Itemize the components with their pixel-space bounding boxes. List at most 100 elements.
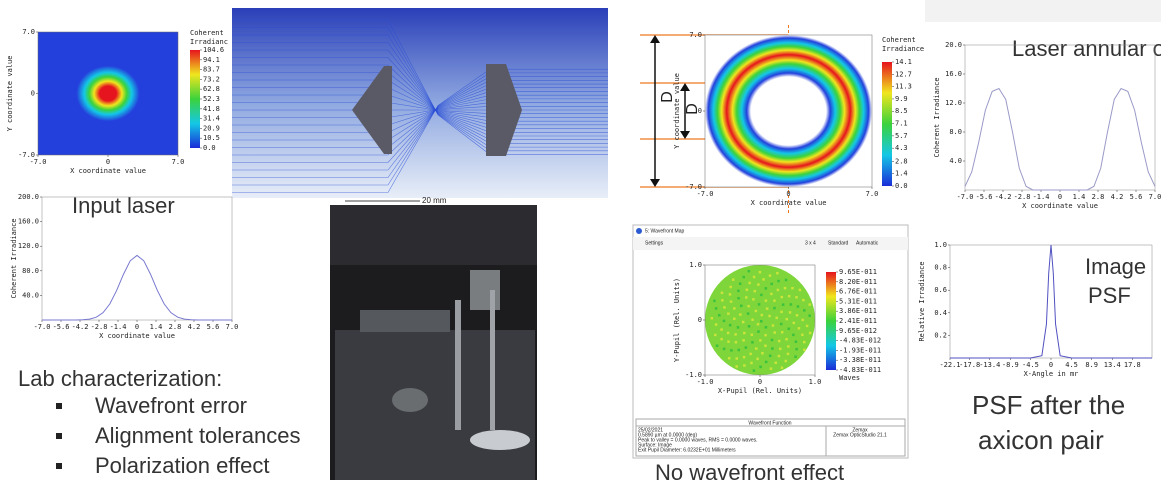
x-tick-label: -2.8	[91, 323, 108, 331]
y-tick-label: -1.0	[685, 371, 702, 379]
caption: Laser annular output	[1012, 36, 1161, 61]
heatmap-cell	[784, 359, 788, 363]
y-tick-label: 0	[698, 316, 702, 324]
heatmap-cell	[747, 325, 751, 328]
heatmap-cell	[721, 299, 724, 302]
footer-line: 25/02/2021	[638, 427, 663, 433]
toolbar-item[interactable]: Standard	[828, 240, 849, 246]
x-axis-label: X-Pupil (Rel. Units)	[718, 387, 802, 395]
window-icon	[636, 228, 642, 234]
heatmap-image	[705, 35, 872, 187]
window-title: 5: Wavefront Map	[645, 228, 684, 234]
window-toolbar	[925, 0, 1161, 22]
footer-line: Exit Pupil Diameter: 6.0232E+01 Millimet…	[638, 447, 736, 453]
heatmap-cell	[748, 281, 751, 285]
heatmap-cell	[792, 321, 796, 325]
ray	[232, 102, 608, 126]
heatmap-cell	[764, 287, 768, 290]
colorbar-label: 41.8	[203, 105, 220, 113]
heatmap-cell	[784, 278, 788, 282]
x-axis-label: X-Angle in mr	[1024, 370, 1079, 378]
x-tick-label: 4.2	[188, 323, 201, 331]
heatmap-cell	[714, 323, 718, 326]
heatmap-cell	[777, 279, 780, 283]
heatmap-cell	[715, 344, 719, 347]
colorbar-label: 12.7	[895, 70, 912, 78]
y-tick-label: 1.0	[689, 261, 702, 269]
scale-area	[232, 198, 608, 208]
heatmap-cell	[729, 285, 732, 289]
ray	[232, 94, 608, 141]
ray	[232, 64, 608, 133]
x-tick-label: 0	[758, 378, 762, 386]
heatmap-cell	[808, 314, 811, 317]
x-tick-label: 7.0	[226, 323, 239, 331]
heatmap-cell	[741, 320, 745, 324]
footer-brand: Zemax	[852, 427, 868, 433]
heatmap-cell	[803, 348, 806, 352]
toolbar-item[interactable]: 3 x 4	[805, 240, 816, 246]
y-axis-label: Y-Pupil (Rel. Units)	[673, 278, 681, 362]
x-tick-label: 17.8	[1124, 361, 1141, 369]
footer-box	[635, 418, 906, 457]
photo-part	[470, 270, 500, 310]
y-axis-label: Relative Irradiance	[918, 261, 926, 341]
arrow-head	[680, 83, 690, 91]
x-tick-label: -22.1	[939, 361, 960, 369]
colorbar-label: 104.6	[203, 46, 224, 54]
colorbar-label: 9.9	[895, 95, 908, 103]
y-tick-label: 0	[31, 90, 35, 98]
toolbar-item[interactable]: Automatic	[856, 240, 879, 246]
x-tick-label: 0	[1049, 361, 1053, 369]
y-tick-label: 0.2	[934, 331, 947, 339]
footer-line: Surface: Image	[638, 442, 672, 448]
colorbar-label: -4.83E-011	[839, 366, 881, 374]
heatmap-cell	[774, 361, 777, 364]
heatmap-cell	[771, 347, 774, 350]
heatmap-cell	[796, 305, 800, 308]
heatmap-cell	[779, 322, 783, 326]
toolbar-item[interactable]: Settings	[645, 240, 664, 246]
heatmap-cell	[734, 340, 738, 344]
colorbar-label: 0.0	[203, 144, 216, 152]
y-axis-label: Y coordinate value	[6, 56, 14, 132]
heatmap-image	[38, 32, 178, 155]
x-tick-label: 5.6	[1130, 193, 1143, 201]
x-tick-label: -1.0	[697, 378, 714, 386]
heatmap-cell	[757, 330, 760, 333]
heatmap-cell	[795, 347, 798, 351]
colorbar-label: 6.76E-011	[839, 288, 877, 296]
heatmap-cell	[780, 331, 784, 334]
heatmap-cell	[798, 288, 802, 292]
caption: Image	[1085, 254, 1146, 279]
lens	[352, 66, 392, 154]
heatmap-cell	[726, 331, 730, 335]
annotation: D	[684, 103, 701, 115]
heatmap-cell	[756, 322, 760, 326]
x-tick-label: 1.4	[150, 323, 163, 331]
heatmap-cell	[751, 318, 754, 321]
arrow-head	[680, 131, 690, 139]
photo-part	[470, 430, 530, 450]
ray	[232, 27, 608, 152]
x-tick-label: 7.0	[172, 158, 185, 166]
heatmap-cell	[768, 314, 771, 318]
colorbar-label: 52.3	[203, 95, 220, 103]
y-tick-label: 0.8	[934, 264, 947, 272]
heatmap-cell	[760, 320, 763, 323]
colorbar-label: 73.2	[203, 75, 220, 83]
colorbar-label: 2.8	[895, 157, 908, 165]
plot-frame	[964, 44, 1156, 191]
heatmap-cell	[795, 314, 799, 317]
x-tick-label: -4.5	[1022, 361, 1039, 369]
heatmap-cell	[739, 313, 742, 316]
x-tick-label: -13.4	[979, 361, 1000, 369]
colorbar-label: 8.20E-011	[839, 278, 877, 286]
scale-label: 20 mm	[422, 196, 447, 205]
ray	[232, 98, 608, 133]
y-tick-label: 40.0	[22, 291, 39, 299]
heatmap-cell	[737, 297, 740, 300]
colorbar-label: 9.65E-011	[839, 268, 877, 276]
ray	[232, 105, 608, 118]
heatmap-cell	[777, 339, 781, 343]
